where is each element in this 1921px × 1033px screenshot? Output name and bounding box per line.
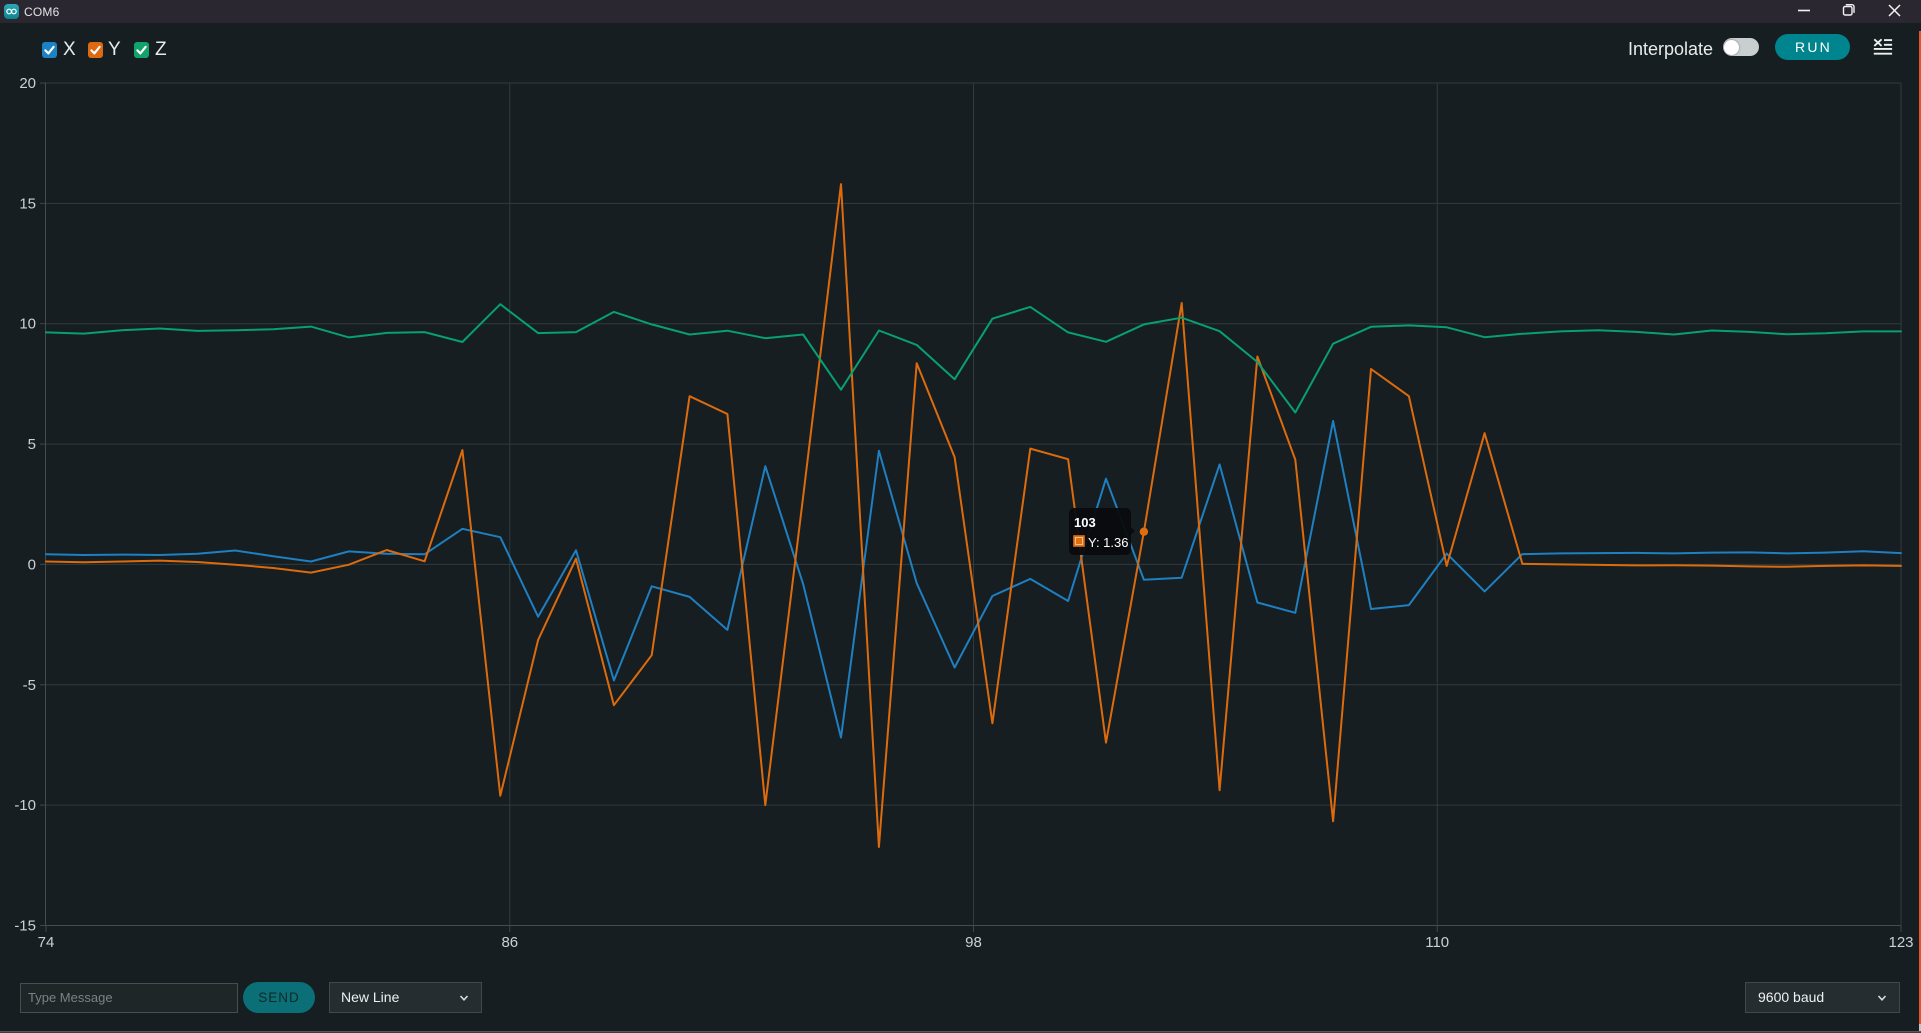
- svg-text:-10: -10: [14, 797, 36, 814]
- svg-text:15: 15: [19, 195, 36, 212]
- svg-text:-15: -15: [14, 918, 36, 935]
- svg-text:123: 123: [1888, 934, 1913, 951]
- svg-text:110: 110: [1425, 934, 1449, 951]
- svg-text:86: 86: [501, 934, 518, 951]
- svg-text:20: 20: [19, 75, 36, 92]
- svg-text:10: 10: [19, 316, 36, 333]
- svg-text:-5: -5: [23, 677, 36, 694]
- svg-text:74: 74: [38, 934, 55, 951]
- svg-text:5: 5: [28, 436, 36, 453]
- svg-text:98: 98: [965, 934, 982, 951]
- svg-text:0: 0: [28, 556, 36, 573]
